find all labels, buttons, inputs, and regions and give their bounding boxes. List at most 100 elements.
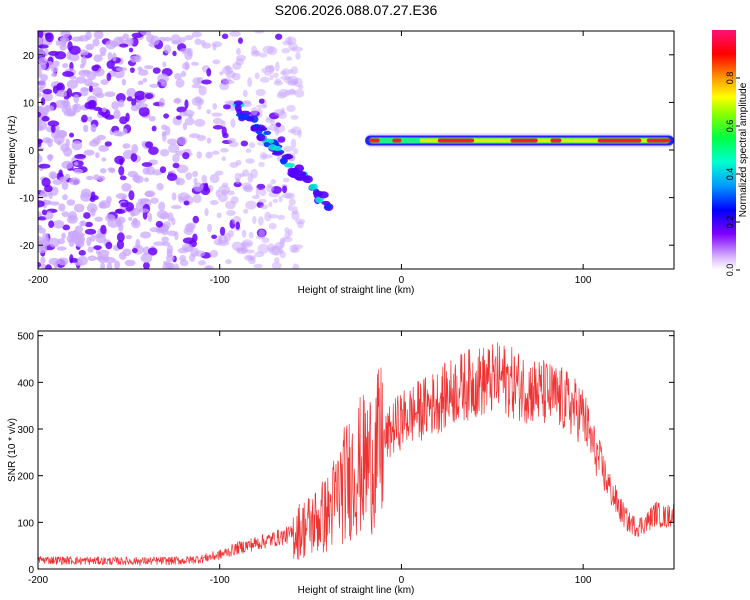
trace-blob xyxy=(256,133,266,142)
noise-blob xyxy=(90,234,96,242)
noise-blob xyxy=(224,65,231,72)
noise-blob xyxy=(159,212,170,220)
noise-blob xyxy=(230,118,236,128)
noise-blob xyxy=(230,196,239,204)
noise-blob xyxy=(284,192,296,199)
noise-blob xyxy=(114,155,125,165)
noise-blob xyxy=(193,182,204,192)
trace-blob xyxy=(318,191,329,199)
noise-blob xyxy=(268,214,279,219)
y-tick-label: 10 xyxy=(23,98,35,109)
noise-blob xyxy=(83,149,95,156)
noise-blob xyxy=(48,220,55,228)
noise-blob xyxy=(268,222,277,230)
noise-blob xyxy=(198,260,206,266)
noise-blob xyxy=(221,156,226,162)
noise-blob xyxy=(142,77,148,83)
noise-blob xyxy=(85,43,95,51)
noise-blob xyxy=(177,136,188,146)
noise-blob xyxy=(289,244,299,253)
noise-blob xyxy=(56,246,67,251)
noise-blob xyxy=(118,166,125,176)
noise-blob xyxy=(165,254,175,262)
noise-blob xyxy=(147,247,158,256)
noise-blob xyxy=(219,71,224,76)
noise-blob xyxy=(287,128,297,134)
noise-blob xyxy=(258,229,266,238)
noise-blob xyxy=(87,246,94,253)
noise-blob xyxy=(104,114,115,120)
noise-blob xyxy=(288,68,294,75)
noise-blob xyxy=(63,98,70,109)
noise-blob xyxy=(41,115,50,122)
noise-blob xyxy=(86,203,98,213)
noise-blob xyxy=(90,123,97,133)
noise-blob xyxy=(98,201,107,209)
noise-blob xyxy=(163,36,172,42)
noise-blob xyxy=(100,224,107,235)
noise-blob xyxy=(214,170,224,176)
noise-blob xyxy=(205,151,213,159)
trace-blob xyxy=(280,157,287,165)
noise-blob xyxy=(273,72,279,79)
noise-blob xyxy=(266,185,275,193)
noise-blob xyxy=(62,194,68,201)
noise-blob xyxy=(128,190,135,201)
noise-blob xyxy=(57,89,68,98)
noise-blob xyxy=(267,243,276,253)
noise-blob xyxy=(87,116,93,122)
noise-blob xyxy=(161,236,170,243)
noise-blob xyxy=(291,126,302,136)
noise-blob xyxy=(171,192,177,201)
noise-blob xyxy=(192,215,200,224)
noise-blob xyxy=(186,222,196,230)
noise-blob xyxy=(135,238,141,249)
noise-blob xyxy=(83,212,91,219)
noise-blob xyxy=(258,198,267,204)
noise-blob xyxy=(95,233,107,244)
noise-blob xyxy=(173,263,180,269)
y-tick-label: -20 xyxy=(20,241,35,252)
noise-blob xyxy=(105,241,113,250)
noise-blob xyxy=(245,148,252,153)
noise-blob xyxy=(61,37,67,47)
noise-blob xyxy=(38,57,48,66)
noise-blob xyxy=(176,115,182,120)
noise-blob xyxy=(170,205,182,210)
noise-blob xyxy=(287,228,293,237)
noise-blob xyxy=(81,55,87,66)
noise-blob xyxy=(196,134,207,142)
noise-blob xyxy=(80,87,89,92)
noise-blob xyxy=(218,185,231,194)
noise-blob xyxy=(264,70,272,76)
noise-blob xyxy=(251,50,261,57)
noise-blob xyxy=(237,37,243,44)
noise-blob xyxy=(277,214,286,221)
spectrogram-xlabel: Height of straight line (km) xyxy=(298,285,415,296)
echo-band-peak xyxy=(646,138,671,143)
x-tick-label: -100 xyxy=(210,275,230,286)
noise-blob xyxy=(38,79,47,89)
noise-blob xyxy=(271,261,282,269)
noise-blob xyxy=(68,177,81,186)
noise-blob xyxy=(45,32,54,43)
noise-blob xyxy=(115,93,126,103)
noise-blob xyxy=(268,112,280,120)
noise-blob xyxy=(106,72,112,82)
noise-blob xyxy=(104,256,116,264)
noise-blob xyxy=(252,215,257,225)
noise-blob xyxy=(184,117,195,126)
noise-blob xyxy=(220,147,229,153)
noise-blob xyxy=(219,226,226,236)
noise-blob xyxy=(192,77,202,85)
noise-blob xyxy=(275,33,283,40)
noise-blob xyxy=(255,187,260,197)
noise-blob xyxy=(125,37,134,44)
noise-blob xyxy=(196,151,202,159)
noise-blob xyxy=(88,139,100,147)
noise-blob xyxy=(216,212,222,219)
noise-blob xyxy=(268,245,281,256)
noise-blob xyxy=(38,262,42,268)
noise-blob xyxy=(106,262,113,269)
noise-blob xyxy=(176,164,189,174)
